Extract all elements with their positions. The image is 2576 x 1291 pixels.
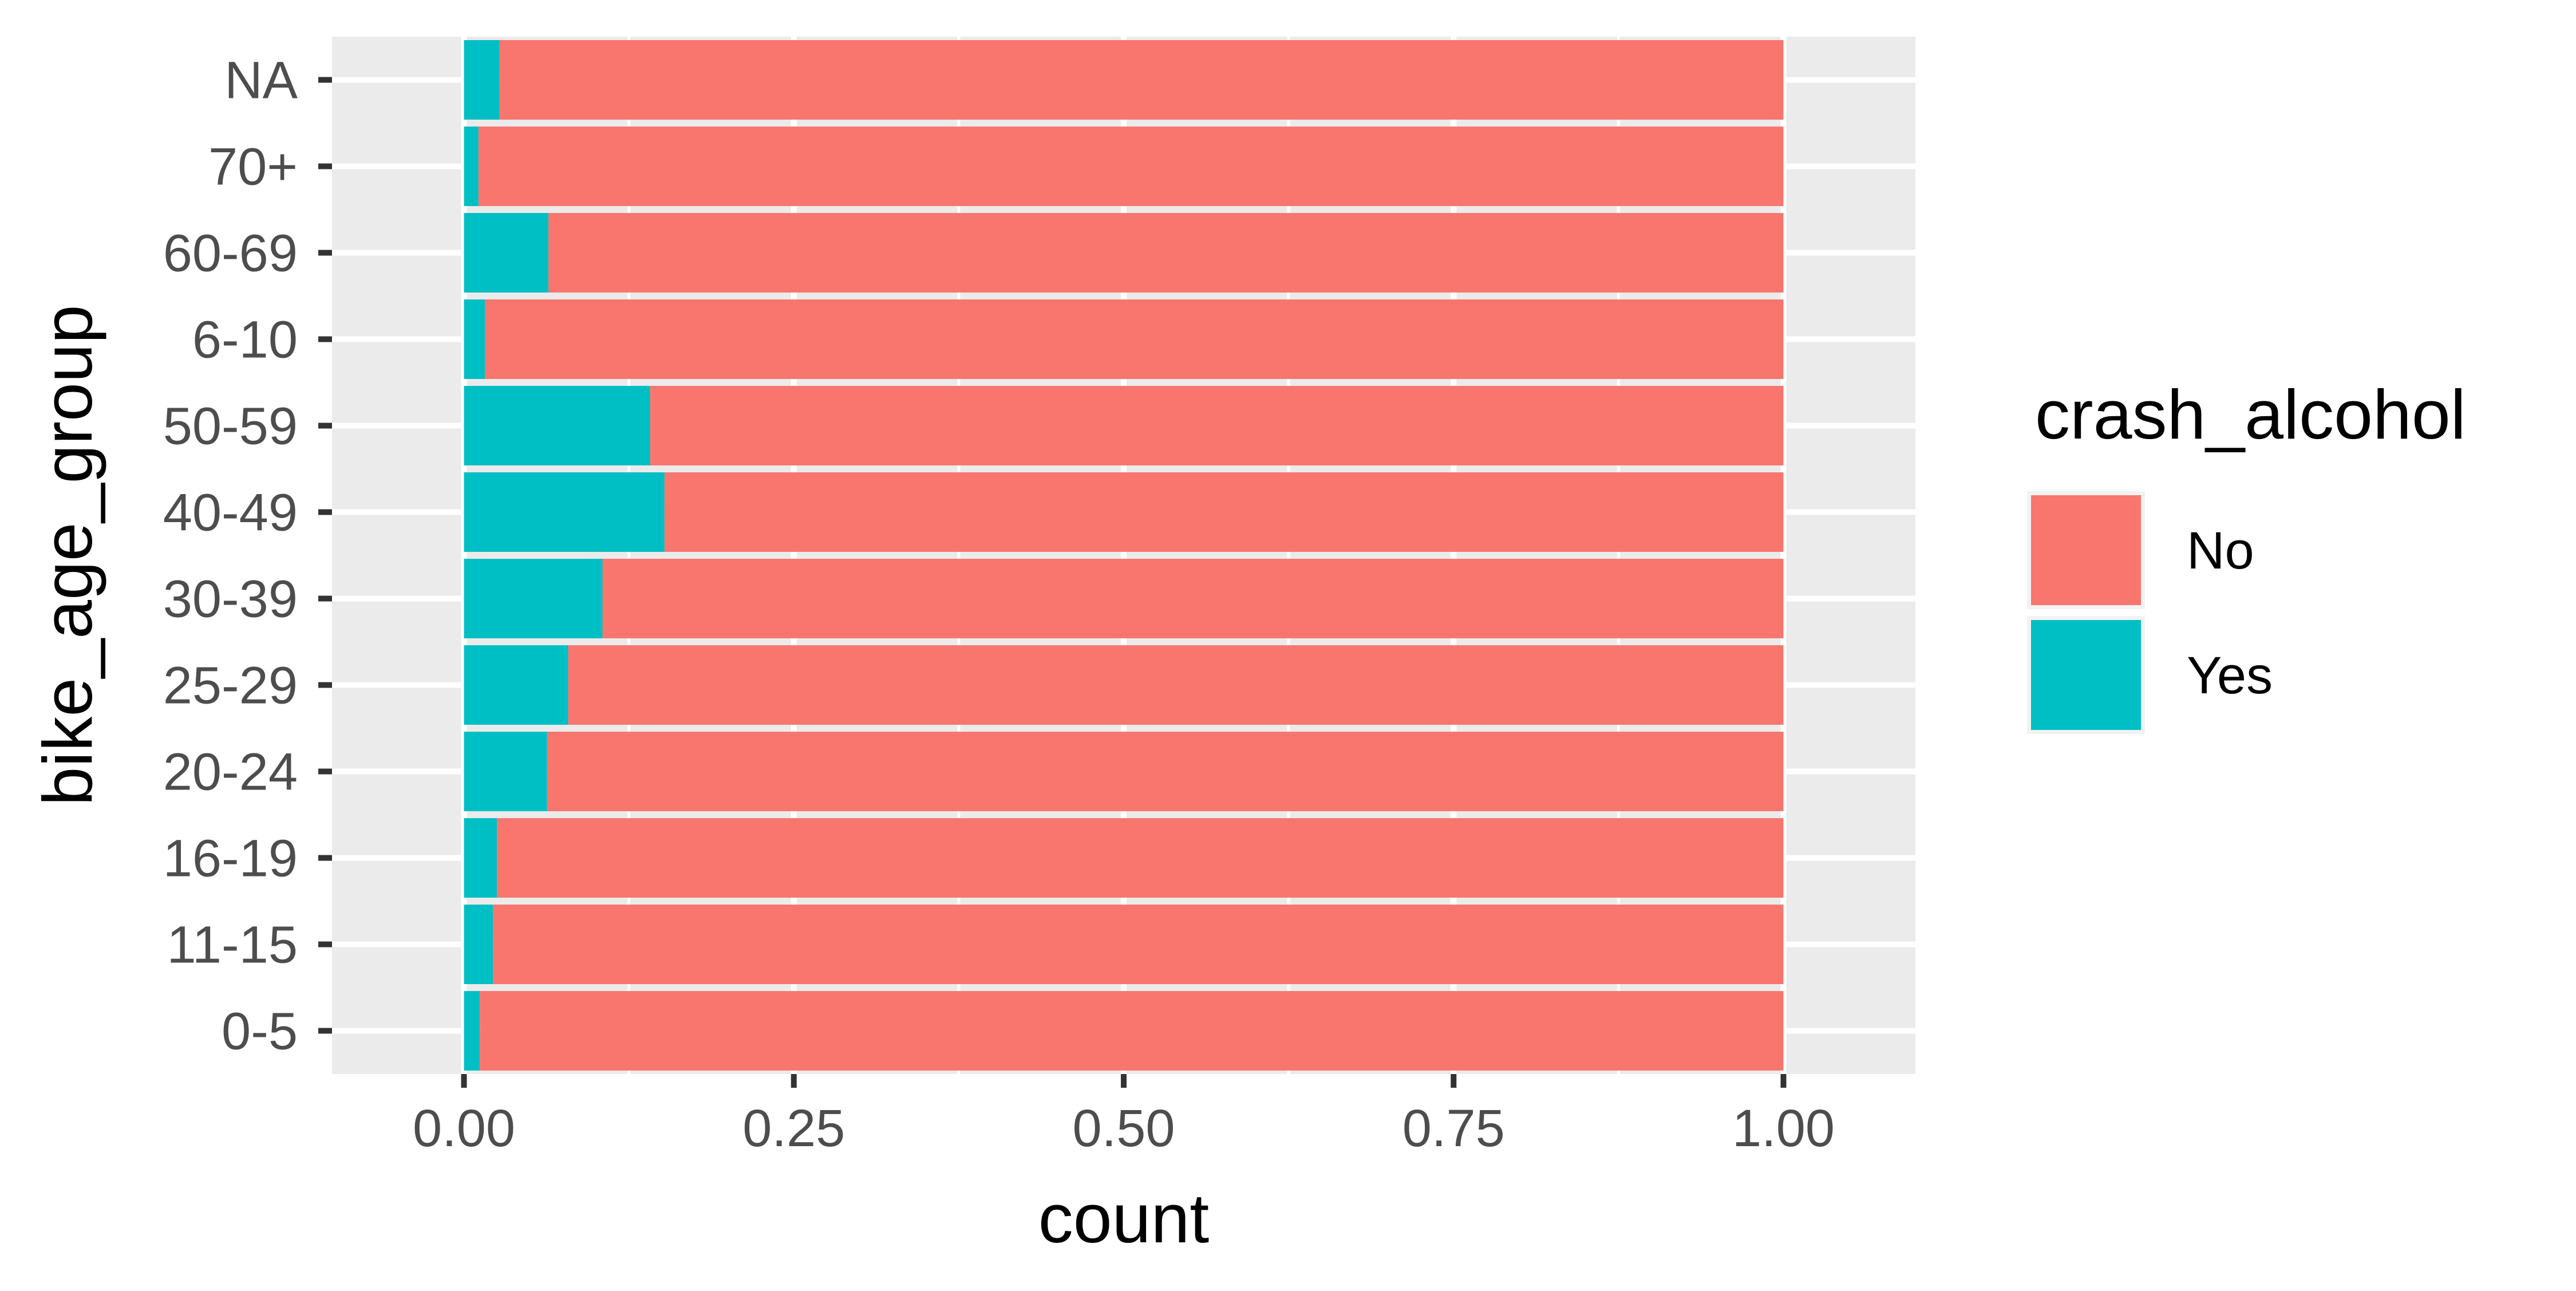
- bar-no-40-49: [664, 472, 1784, 552]
- bar-no-25-29: [568, 645, 1784, 725]
- legend-label-no: No: [2187, 522, 2254, 580]
- x-tick-label: 0.50: [1072, 1099, 1175, 1158]
- bar-no-16-19: [497, 818, 1784, 898]
- y-tick-label: 0-5: [222, 1002, 298, 1061]
- legend-title: crash_alcohol: [2035, 376, 2466, 453]
- x-axis-title: count: [1038, 1179, 1209, 1257]
- bar-yes-50-59: [464, 386, 650, 465]
- legend-label-yes: Yes: [2187, 646, 2273, 705]
- bar-no-60-69: [548, 213, 1784, 293]
- bar-yes-60-69: [464, 213, 549, 293]
- bar-yes-6-10: [464, 299, 485, 379]
- y-axis: 0-5 11-15 16-19 20-24 25-29 30-39 40-49 50-59 6-…: [163, 52, 332, 1061]
- bars: [464, 40, 1784, 1071]
- bar-yes-11-15: [464, 905, 493, 984]
- bar-no-50-59: [650, 386, 1784, 465]
- x-tick-label: 0.25: [742, 1099, 845, 1158]
- bar-yes-40-49: [464, 472, 665, 552]
- bar-yes-70+: [464, 127, 479, 206]
- y-tick-label: 6-10: [192, 311, 298, 369]
- bar-no-6-10: [485, 299, 1784, 379]
- y-tick-label: 50-59: [163, 397, 298, 456]
- x-tick-label: 0.75: [1402, 1099, 1505, 1158]
- y-tick-label: 30-39: [163, 570, 298, 629]
- y-tick-label: 70+: [208, 138, 298, 196]
- y-tick-label: 20-24: [163, 743, 298, 802]
- y-tick-label: 60-69: [163, 224, 298, 283]
- bar-yes-30-39: [464, 559, 603, 638]
- legend: crash_alcohol No Yes: [2027, 376, 2466, 734]
- y-tick-label: 16-19: [163, 830, 298, 888]
- bar-yes-0-5: [464, 991, 480, 1071]
- bar-no-0-5: [480, 991, 1784, 1071]
- bar-no-30-39: [602, 559, 1784, 638]
- bar-yes-25-29: [464, 645, 568, 725]
- bar-no-20-24: [547, 732, 1784, 811]
- legend-key-no: [2031, 495, 2141, 605]
- bar-no-NA: [499, 40, 1784, 120]
- y-tick-label: 40-49: [163, 484, 298, 542]
- bar-no-70+: [478, 127, 1784, 206]
- y-axis-title: bike_age_group: [29, 305, 106, 806]
- y-tick-label: NA: [224, 52, 298, 110]
- x-tick-label: 1.00: [1732, 1099, 1835, 1158]
- x-axis: 0.00 0.25 0.50 0.75 1.00: [413, 1074, 1835, 1158]
- x-tick-label: 0.00: [413, 1099, 515, 1158]
- y-tick-label: 11-15: [167, 916, 298, 974]
- y-tick-label: 25-29: [163, 657, 298, 715]
- bar-no-11-15: [493, 905, 1784, 984]
- bar-yes-20-24: [464, 732, 547, 811]
- bar-yes-NA: [464, 40, 500, 120]
- bar-yes-16-19: [464, 818, 497, 898]
- legend-key-yes: [2031, 620, 2141, 730]
